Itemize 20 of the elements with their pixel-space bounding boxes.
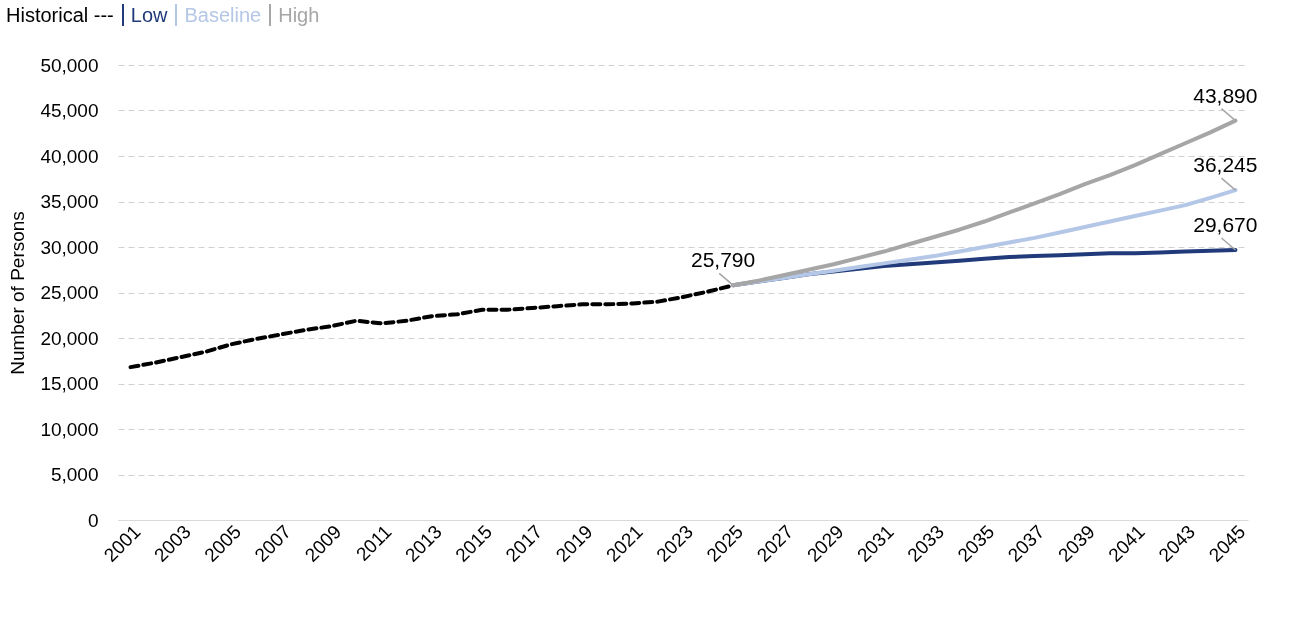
y-tick-label: 25,000 [40, 282, 99, 303]
y-tick-label: 10,000 [40, 418, 99, 440]
y-tick-label: 20,000 [40, 327, 99, 349]
text: Historical --- [6, 4, 114, 26]
y-tick-label: 15,000 [40, 373, 99, 394]
data-label: 25,790 [690, 248, 756, 272]
y-tick-label: 5,000 [50, 464, 99, 485]
data-label: 43,890 [1193, 83, 1258, 107]
legend-label: Low [121, 4, 168, 26]
y-tick-label: 30,000 [40, 236, 99, 258]
y-tick-label: 45,000 [40, 100, 99, 121]
y-axis-title: Number of Persons [7, 211, 29, 375]
y-tick-label: 50,000 [40, 54, 99, 76]
y-tick-label: 40,000 [40, 145, 99, 167]
legend-label: High [269, 4, 320, 26]
legend-label: Baseline [175, 4, 262, 26]
y-tick-label: 0 [87, 509, 99, 531]
data-label: 36,245 [1193, 153, 1258, 177]
y-tick-label: 35,000 [40, 191, 99, 212]
data-label: 29,670 [1193, 213, 1258, 236]
